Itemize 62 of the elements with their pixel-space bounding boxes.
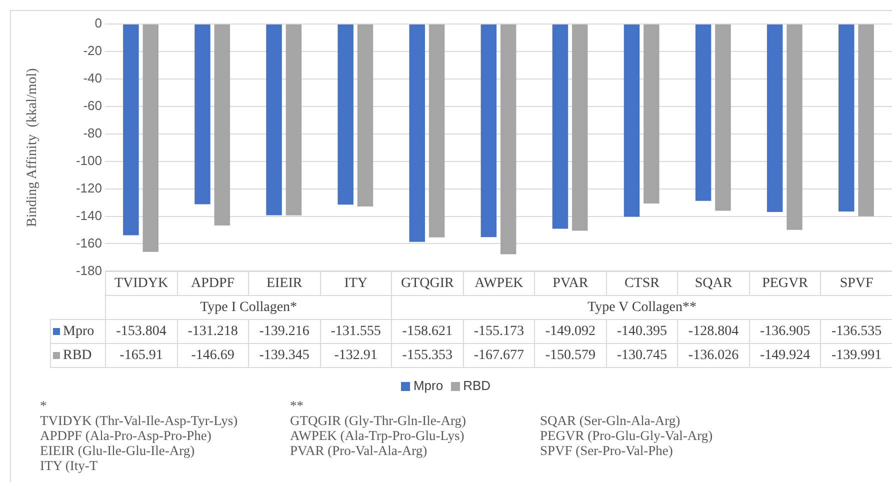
data-label: -155.353: [392, 344, 464, 368]
data-label: -139.216: [248, 320, 320, 344]
y-tick-label: -180: [76, 262, 102, 278]
x-tick-label: CTSR: [606, 272, 678, 296]
text: Type I Collagen*: [106, 296, 392, 320]
text: APDPF (Ala-Pro-Asp-Pro-Phe): [40, 428, 212, 443]
y-tick-label: -60: [83, 98, 102, 113]
data-label: -149.092: [534, 320, 606, 344]
y-tick-label: -140: [76, 208, 102, 223]
text: ITY (Ity-T: [40, 458, 99, 473]
text: SQAR (Ser-Gln-Ala-Arg): [540, 413, 682, 428]
legend-label: RBD: [50, 344, 106, 368]
data-label: -149.924: [749, 344, 821, 368]
data-label: -150.579: [534, 344, 606, 368]
x-tick-label: PEGVR: [749, 272, 821, 296]
y-tick-label: -40: [83, 70, 102, 86]
data-label: -146.69: [177, 344, 249, 368]
text: PVAR (Pro-Val-Ala-Arg): [290, 443, 428, 458]
y-axis-title: Binding Affinity (kkal/mol): [25, 68, 40, 227]
x-tick-label: AWPEK: [463, 272, 535, 296]
data-label: -139.991: [820, 344, 892, 368]
data-label: -158.621: [392, 320, 464, 344]
data-label: -153.804: [106, 320, 178, 344]
data-label: -139.345: [248, 344, 320, 368]
data-label: -128.804: [678, 320, 750, 344]
text: Type V Collagen**: [392, 296, 892, 320]
data-label: -136.535: [820, 320, 892, 344]
y-tick-label: -100: [76, 152, 102, 168]
data-label: -167.677: [463, 344, 535, 368]
y-tick-label: -160: [76, 235, 102, 250]
text: GTQGIR (Gly-Thr-Gln-Ile-Arg): [290, 413, 468, 428]
text: PEGVR (Pro-Glu-Gly-Val-Arg): [540, 428, 714, 443]
data-label: -140.395: [606, 320, 678, 344]
data-label: -165.91: [106, 344, 178, 368]
legend-label: Mpro: [50, 320, 106, 344]
data-label: -132.91: [320, 344, 392, 368]
text: TVIDYK (Thr-Val-Ile-Asp-Tyr-Lys): [40, 413, 239, 428]
data-label: -130.745: [606, 344, 678, 368]
data-label: -131.218: [177, 320, 249, 344]
x-tick-label: GTQGIR: [392, 272, 464, 296]
x-tick-label: EIEIR: [248, 272, 320, 296]
y-tick-label: 0: [94, 16, 102, 31]
text: **: [290, 398, 304, 413]
text: EIEIR (Glu-Ile-Glu-Ile-Arg): [40, 443, 196, 458]
x-tick-label: PVAR: [534, 272, 606, 296]
y-tick-label: -20: [83, 43, 102, 58]
x-tick-label: APDPF: [177, 272, 249, 296]
x-tick-label: SPVF: [820, 272, 892, 296]
x-tick-label: SQAR: [678, 272, 750, 296]
text: *: [40, 398, 48, 413]
y-tick-label: -80: [83, 125, 102, 140]
data-label: -136.026: [678, 344, 750, 368]
y-tick-label: -120: [76, 180, 102, 196]
text: RBD: [463, 378, 491, 393]
text: AWPEK (Ala-Trp-Pro-Glu-Lys): [290, 428, 466, 443]
x-tick-label: ITY: [320, 272, 392, 296]
data-label: -155.173: [463, 320, 535, 344]
text: SPVF (Ser-Pro-Val-Phe): [540, 443, 674, 458]
x-tick-label: TVIDYK: [106, 272, 178, 296]
text: Mpro: [413, 378, 444, 393]
data-label: -131.555: [320, 320, 392, 344]
data-label: -136.905: [749, 320, 821, 344]
